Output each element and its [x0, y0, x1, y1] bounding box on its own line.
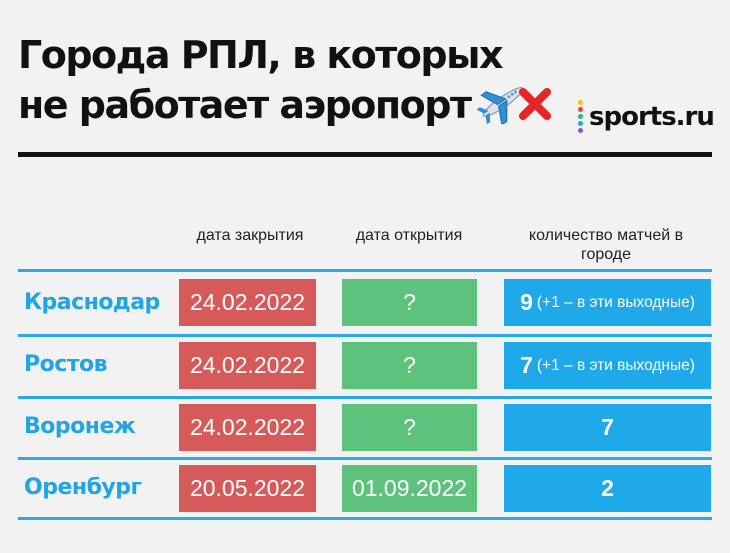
logo-dot: [578, 114, 583, 119]
close-date-cell: 24.02.2022: [179, 279, 316, 326]
close-date-cell: 20.05.2022: [179, 465, 316, 512]
row-divider: [18, 457, 712, 460]
match-count-cell: 9 (+1 – в эти выходные): [504, 279, 711, 326]
close-date-cell: 24.02.2022: [179, 404, 316, 451]
open-date-cell: 01.09.2022: [342, 465, 477, 512]
match-count-note: (+1 – в эти выходные): [536, 356, 695, 374]
row-divider: [18, 334, 712, 337]
column-header-matches: количество матчей в городе: [528, 227, 684, 263]
match-count: 7: [601, 414, 614, 440]
row-divider: [18, 269, 712, 272]
logo-dots: [578, 100, 583, 133]
title-divider: [18, 152, 712, 157]
city-name: Оренбург: [24, 475, 142, 500]
row-divider: [18, 517, 712, 520]
row-divider: [18, 396, 712, 399]
city-name: Ростов: [24, 352, 108, 377]
column-header-open-date: дата открытия: [355, 227, 463, 244]
airplane-icon: [476, 87, 523, 124]
red-cross-icon: [518, 88, 551, 120]
match-count: 9: [520, 289, 533, 315]
match-count: 2: [601, 475, 614, 501]
match-count-cell: 2: [504, 465, 711, 512]
logo-dot: [578, 100, 583, 105]
logo-text: sports.ru: [589, 101, 715, 132]
city-name: Воронеж: [24, 414, 136, 439]
page-title: Города РПЛ, в которых не работает аэропо…: [18, 30, 555, 130]
match-count-note: (+1 – в эти выходные): [536, 293, 695, 311]
city-name: Краснодар: [24, 290, 160, 315]
column-header-close-date: дата закрытия: [196, 227, 304, 244]
match-count: 7: [520, 352, 533, 378]
open-date-cell: ?: [342, 342, 477, 389]
logo-dot: [578, 107, 583, 112]
airplane-no-icon-group: [475, 80, 555, 124]
close-date-cell: 24.02.2022: [179, 342, 316, 389]
sports-ru-logo[interactable]: sports.ru: [578, 100, 715, 133]
logo-dot: [578, 128, 583, 133]
match-count-cell: 7: [504, 404, 711, 451]
title-line-2: не работает аэропорт: [18, 80, 555, 130]
open-date-cell: ?: [342, 404, 477, 451]
open-date-cell: ?: [342, 279, 477, 326]
title-line-2-text: не работает аэропорт: [18, 83, 472, 127]
logo-dot: [578, 121, 583, 126]
match-count-cell: 7 (+1 – в эти выходные): [504, 342, 711, 389]
title-line-1: Города РПЛ, в которых: [18, 33, 503, 77]
